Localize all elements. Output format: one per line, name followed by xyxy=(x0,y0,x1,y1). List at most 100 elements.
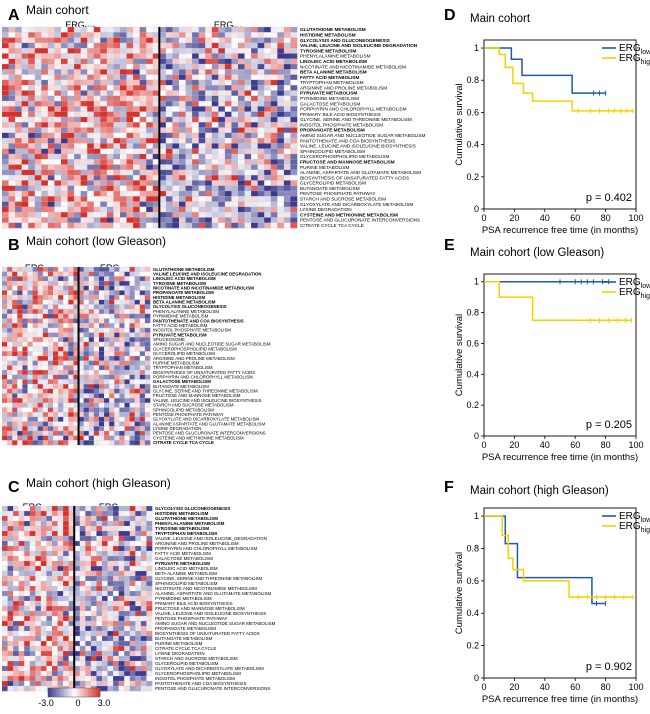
heatmap-cell xyxy=(2,285,8,291)
heatmap-cell xyxy=(7,636,14,642)
heatmap-cell xyxy=(13,526,19,532)
heatmap-cell xyxy=(251,138,258,144)
heatmap-cell xyxy=(129,516,136,522)
heatmap-cell xyxy=(47,299,54,305)
heatmap-cell xyxy=(244,196,252,202)
heatmap-cell xyxy=(107,631,114,637)
heatmap-cell xyxy=(172,27,180,33)
heatmap-cell xyxy=(2,58,9,65)
heatmap-cell xyxy=(90,531,97,537)
heatmap-cell xyxy=(27,393,33,399)
heatmap-cell xyxy=(17,285,23,291)
heatmap-cell xyxy=(2,412,8,418)
heatmap-cell xyxy=(165,206,173,213)
heatmap-cell xyxy=(78,379,84,385)
heatmap-cell xyxy=(126,122,134,128)
heatmap-cell xyxy=(41,53,49,60)
heatmap-cell xyxy=(32,440,39,446)
heatmap-cell xyxy=(2,384,8,390)
heatmap-cell xyxy=(29,666,36,672)
heatmap-cell xyxy=(68,531,75,537)
heatmap-cell xyxy=(90,656,97,662)
heatmap-cell xyxy=(61,111,68,118)
heatmap-cell xyxy=(113,196,121,202)
heatmap-cell xyxy=(134,285,141,291)
heatmap-cell xyxy=(90,611,97,617)
heatmap-cell xyxy=(165,196,173,202)
heatmap-cell xyxy=(126,185,134,192)
heatmap-cell xyxy=(135,671,142,677)
heatmap-cell xyxy=(119,416,125,422)
heatmap-cell xyxy=(270,111,278,118)
heatmap-cell xyxy=(42,360,49,366)
heatmap-cell xyxy=(93,360,100,366)
heatmap-cell xyxy=(106,79,114,86)
pathway-label: VALINE, LEUCINE AND ISOLEUCINE BIOSYNTHE… xyxy=(153,398,262,403)
heatmap-cell xyxy=(109,295,115,301)
heatmap-cell xyxy=(100,32,108,38)
heatmap-cell xyxy=(93,85,101,91)
heatmap-cell xyxy=(74,37,81,44)
heatmap-cell xyxy=(146,101,154,107)
heatmap-cell xyxy=(83,271,90,277)
heatmap-cell xyxy=(114,416,120,422)
heatmap-cell xyxy=(87,122,95,128)
pathway-label: BUTANOATE METABOLISM xyxy=(153,384,209,389)
heatmap-cell xyxy=(21,48,29,54)
heatmap-cell xyxy=(126,180,134,186)
heatmap-cell xyxy=(135,546,142,552)
heatmap-cell xyxy=(98,384,105,390)
heatmap-cell xyxy=(264,190,272,197)
heatmap-cell xyxy=(13,671,19,677)
heatmap-panel-a: Main cohortERGhighERGlowGLUTATHIONE META… xyxy=(2,3,426,229)
heatmap-cell xyxy=(109,384,115,390)
pathway-label: SPHINGOLIPID METABOLISM xyxy=(155,581,218,586)
pathway-label: GLYCEROLIPID METABOLISM xyxy=(153,351,215,356)
heatmap-cell xyxy=(211,153,219,160)
heatmap-cell xyxy=(83,426,90,432)
heatmap-cell xyxy=(54,222,62,229)
heatmap-cell xyxy=(113,190,121,197)
heatmap-cell xyxy=(192,58,199,65)
heatmap-cell xyxy=(270,32,278,38)
heatmap-cell xyxy=(15,159,22,165)
heatmap-cell xyxy=(35,551,42,557)
heatmap-cell xyxy=(104,440,110,446)
heatmap-cell xyxy=(80,79,88,86)
heatmap-cell xyxy=(21,212,29,218)
heatmap-cell xyxy=(135,606,142,612)
heatmap-cell xyxy=(61,132,68,139)
heatmap-cell xyxy=(88,341,95,347)
heatmap-cell xyxy=(165,101,173,107)
heatmap-cell xyxy=(15,132,22,139)
heatmap-cell xyxy=(146,651,153,657)
heatmap-cell xyxy=(13,676,19,682)
heatmap-cell xyxy=(172,185,180,192)
heatmap-cell xyxy=(114,370,120,376)
heatmap-cell xyxy=(211,175,219,181)
heatmap-cell xyxy=(118,526,125,532)
heatmap-cell xyxy=(159,180,167,186)
heatmap-cell xyxy=(34,42,42,49)
heatmap-cell xyxy=(74,591,81,597)
heatmap-cell xyxy=(80,212,88,218)
heatmap-cell xyxy=(270,132,278,139)
heatmap-cell xyxy=(211,53,219,60)
heatmap-cell xyxy=(12,384,18,390)
heatmap-cell xyxy=(146,626,153,632)
heatmap-cell xyxy=(24,666,31,672)
heatmap-cell xyxy=(61,37,68,44)
heatmap-cell xyxy=(107,676,114,682)
heatmap-cell xyxy=(53,341,59,347)
heatmap-cell xyxy=(63,384,69,390)
heatmap-cell xyxy=(73,337,79,343)
heatmap-cell xyxy=(120,85,127,91)
heatmap-cell xyxy=(244,127,252,134)
heatmap-cell xyxy=(113,185,121,192)
heatmap-cell xyxy=(12,402,18,408)
heatmap-cell xyxy=(290,85,298,91)
heatmap-cell xyxy=(119,309,125,315)
heatmap-cell xyxy=(73,416,79,422)
heatmap-cell xyxy=(109,412,115,418)
heatmap-cell xyxy=(179,64,186,70)
